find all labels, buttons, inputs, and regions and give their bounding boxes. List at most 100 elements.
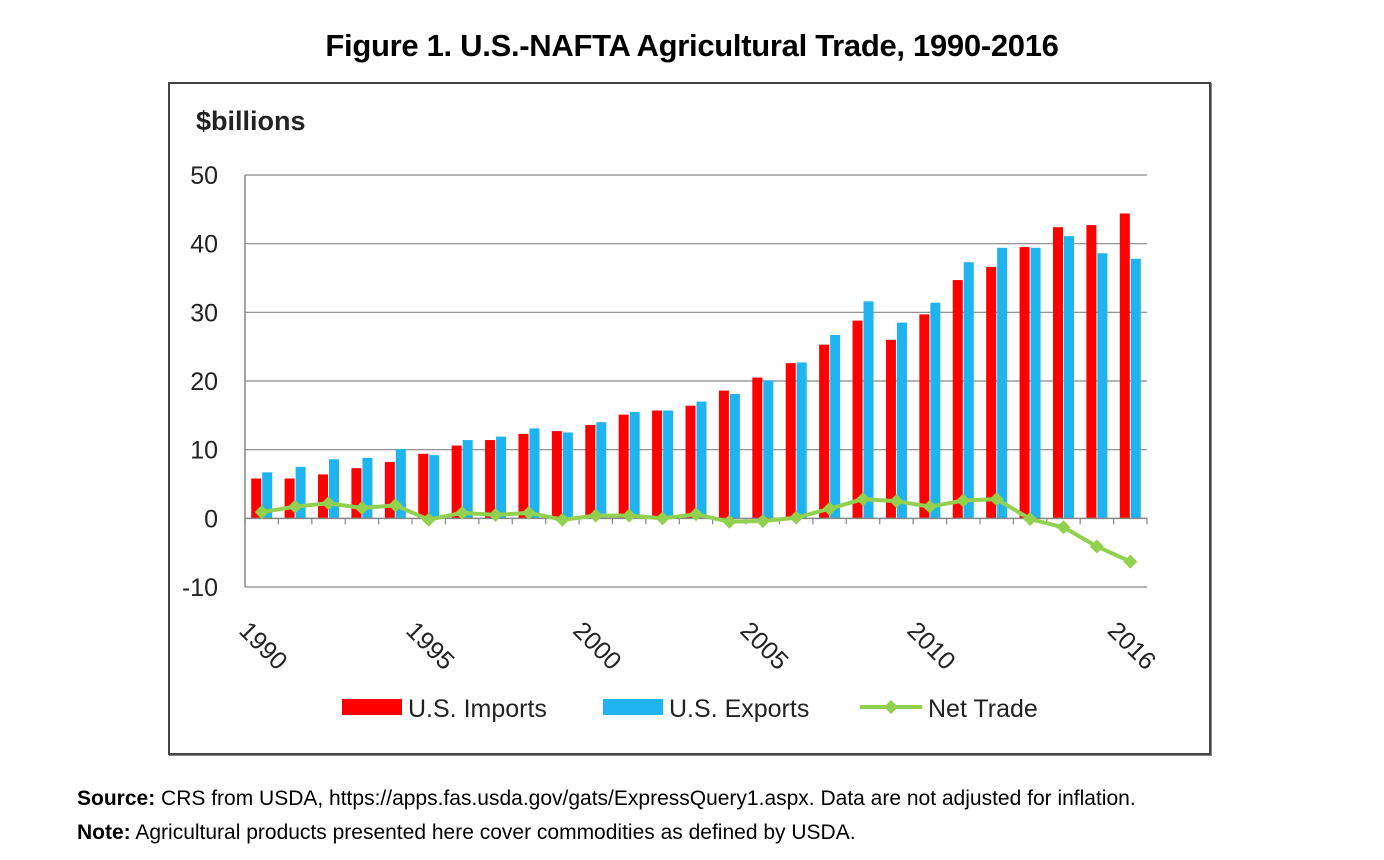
bar-exports-2006 bbox=[796, 362, 807, 519]
bar-exports-2007 bbox=[830, 334, 841, 519]
net-trade-point-2009 bbox=[889, 494, 904, 509]
y-tick-label: 40 bbox=[190, 231, 218, 259]
bar-exports-1995 bbox=[429, 455, 440, 519]
note: Note: Agricultural products presented he… bbox=[77, 816, 1377, 850]
net-trade-point-2007 bbox=[822, 501, 837, 516]
bar-imports-2015 bbox=[1086, 225, 1097, 519]
bar-imports-2005 bbox=[752, 377, 763, 519]
y-axis-title: $billions bbox=[196, 106, 306, 136]
figure-notes: Source: CRS from USDA, https://apps.fas.… bbox=[77, 782, 1377, 850]
bar-exports-1999 bbox=[562, 432, 573, 519]
x-tick-label: 1990 bbox=[233, 616, 292, 675]
bar-exports-2005 bbox=[763, 380, 774, 519]
net-trade-point-2013 bbox=[1023, 512, 1038, 527]
net-trade-point-1993 bbox=[354, 501, 369, 516]
x-tick-label: 1995 bbox=[400, 616, 459, 675]
bar-exports-2016 bbox=[1130, 258, 1141, 519]
bar-exports-1998 bbox=[529, 428, 540, 519]
bar-imports-2009 bbox=[885, 339, 896, 519]
source-label: Source: bbox=[77, 787, 156, 810]
net-trade-point-2003 bbox=[689, 507, 703, 522]
net-trade-point-2012 bbox=[989, 492, 1004, 507]
bar-exports-2009 bbox=[896, 322, 907, 519]
bar-imports-2001 bbox=[618, 414, 629, 519]
x-tick-label: 2016 bbox=[1102, 616, 1161, 675]
bar-imports-1990 bbox=[251, 478, 262, 519]
bar-imports-2000 bbox=[585, 424, 596, 519]
net-trade-point-2010 bbox=[922, 499, 937, 514]
bar-exports-1991 bbox=[295, 466, 306, 519]
bar-exports-1993 bbox=[362, 457, 373, 519]
y-tick-label: 30 bbox=[190, 299, 218, 327]
bar-exports-2013 bbox=[1030, 247, 1041, 519]
note-label: Note: bbox=[77, 821, 131, 844]
y-tick-label: 0 bbox=[204, 505, 218, 533]
net-trade-point-1991 bbox=[288, 499, 303, 514]
bar-exports-2015 bbox=[1097, 253, 1108, 519]
bar-exports-2010 bbox=[930, 302, 941, 519]
note-text: Agricultural products presented here cov… bbox=[130, 821, 856, 844]
y-tick-label: -10 bbox=[182, 574, 218, 602]
y-tick-label: 10 bbox=[190, 437, 218, 465]
bar-exports-2000 bbox=[596, 422, 607, 519]
bar-imports-1996 bbox=[451, 445, 462, 519]
bar-exports-2004 bbox=[729, 394, 740, 519]
bar-exports-2003 bbox=[696, 401, 707, 519]
y-tick-label: 20 bbox=[190, 368, 218, 396]
bar-imports-2002 bbox=[652, 410, 663, 519]
bar-imports-1993 bbox=[351, 468, 362, 519]
figure-title: Figure 1. U.S.-NAFTA Agricultural Trade,… bbox=[325, 28, 1059, 63]
bar-exports-2014 bbox=[1063, 236, 1074, 519]
bar-imports-2012 bbox=[986, 267, 997, 519]
bar-exports-1990 bbox=[262, 472, 273, 519]
bar-exports-1997 bbox=[496, 436, 507, 519]
bar-exports-2002 bbox=[663, 410, 674, 519]
bar-imports-1997 bbox=[485, 440, 496, 519]
bar-imports-2004 bbox=[718, 390, 729, 519]
net-trade-point-2002 bbox=[655, 511, 670, 526]
source-note: Source: CRS from USDA, https://apps.fas.… bbox=[77, 782, 1377, 816]
legend-swatch-imports bbox=[342, 699, 402, 715]
net-trade-point-2011 bbox=[956, 493, 971, 508]
net-trade-point-2016 bbox=[1123, 554, 1138, 569]
legend-label-net: Net Trade bbox=[928, 695, 1038, 723]
bar-imports-2011 bbox=[952, 280, 963, 519]
net-trade-point-1997 bbox=[488, 507, 503, 522]
x-tick-label: 2000 bbox=[568, 616, 627, 675]
legend-swatch-net-marker bbox=[884, 700, 898, 714]
legend-label-imports: U.S. Imports bbox=[408, 695, 547, 723]
x-tick-label: 2010 bbox=[902, 616, 961, 675]
net-trade-point-2000 bbox=[588, 508, 603, 523]
net-trade-point-2001 bbox=[622, 508, 637, 523]
net-trade-point-2008 bbox=[856, 492, 871, 507]
bar-imports-2003 bbox=[685, 405, 696, 519]
legend-label-exports: U.S. Exports bbox=[669, 695, 809, 723]
bar-imports-1992 bbox=[318, 474, 329, 519]
net-trade-point-1995 bbox=[421, 512, 436, 527]
net-trade-point-2005 bbox=[755, 514, 770, 529]
x-axis-ticks: 1990 1995 2000 2005 2010 2016 bbox=[233, 616, 1161, 675]
net-trade-point-1994 bbox=[388, 498, 403, 513]
bar-imports-2016 bbox=[1119, 213, 1130, 519]
bar-imports-1994 bbox=[384, 462, 395, 519]
y-tick-label: 50 bbox=[190, 162, 218, 190]
net-trade-point-1996 bbox=[455, 505, 470, 520]
bar-exports-2011 bbox=[963, 262, 974, 519]
bar-imports-1991 bbox=[284, 478, 295, 519]
x-tick-label: 2005 bbox=[735, 616, 794, 675]
net-trade-point-2015 bbox=[1089, 539, 1104, 554]
net-trade-point-1990 bbox=[254, 505, 269, 520]
y-axis-ticks: 50 40 30 20 10 0 -10 bbox=[182, 162, 218, 602]
bar-imports-2007 bbox=[819, 344, 830, 519]
bar-imports-1999 bbox=[551, 431, 562, 519]
bar-exports-1996 bbox=[462, 440, 473, 519]
legend: U.S. Imports U.S. Exports Net Trade bbox=[342, 695, 1038, 723]
bar-imports-2006 bbox=[785, 363, 796, 519]
chart-frame: $billions 50 40 30 20 10 0 -10 1990 1995 2000 200… bbox=[168, 82, 1211, 755]
bars bbox=[251, 213, 1141, 519]
bar-exports-2012 bbox=[997, 247, 1008, 519]
bar-imports-1998 bbox=[518, 433, 529, 519]
bar-exports-2008 bbox=[863, 301, 874, 519]
bar-imports-1995 bbox=[418, 453, 429, 519]
